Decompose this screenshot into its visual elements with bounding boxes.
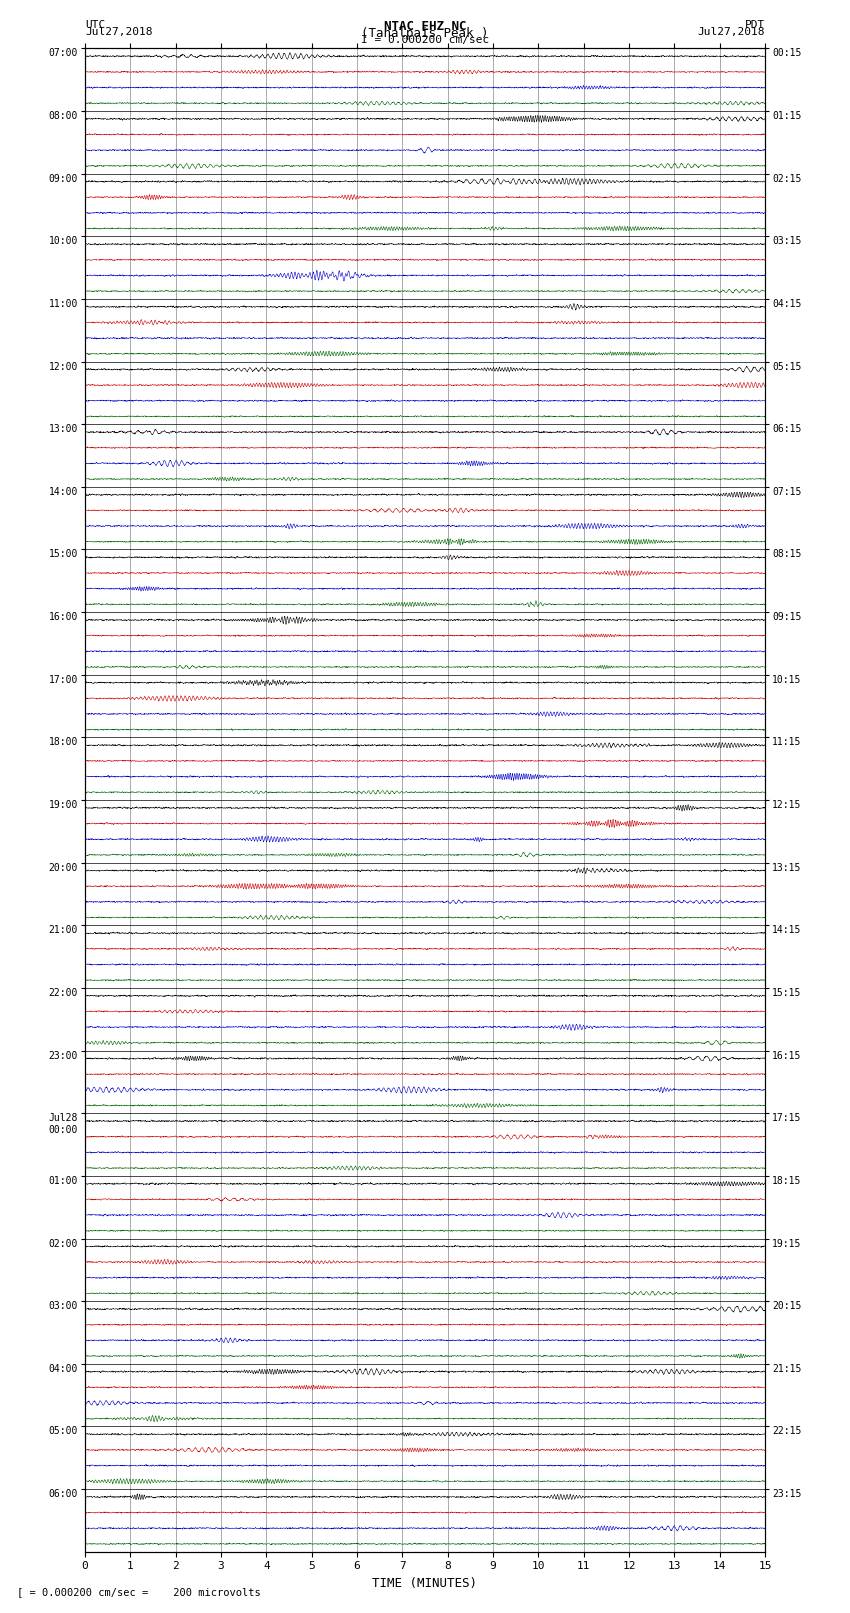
- X-axis label: TIME (MINUTES): TIME (MINUTES): [372, 1578, 478, 1590]
- Text: Jul27,2018: Jul27,2018: [85, 27, 152, 37]
- Text: I = 0.000200 cm/sec: I = 0.000200 cm/sec: [361, 35, 489, 45]
- Text: [ = 0.000200 cm/sec =    200 microvolts: [ = 0.000200 cm/sec = 200 microvolts: [17, 1587, 261, 1597]
- Text: PDT: PDT: [745, 19, 765, 31]
- Text: UTC: UTC: [85, 19, 105, 31]
- Text: Jul27,2018: Jul27,2018: [698, 27, 765, 37]
- Text: (Tanalpais Peak ): (Tanalpais Peak ): [361, 27, 489, 40]
- Text: NTAC EHZ NC: NTAC EHZ NC: [383, 19, 467, 34]
